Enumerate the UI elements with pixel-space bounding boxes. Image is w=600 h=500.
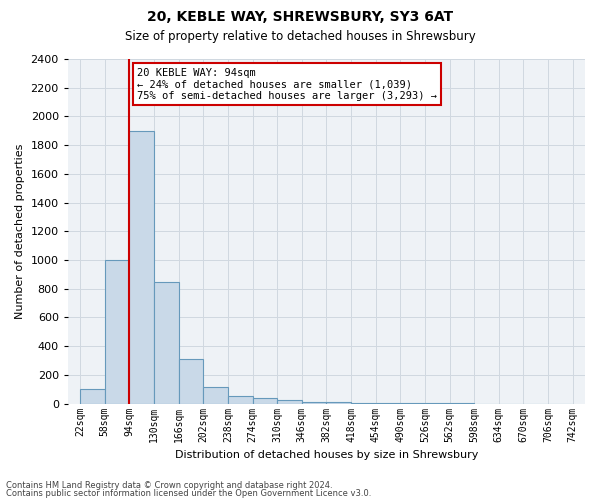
Text: Size of property relative to detached houses in Shrewsbury: Size of property relative to detached ho… (125, 30, 475, 43)
X-axis label: Distribution of detached houses by size in Shrewsbury: Distribution of detached houses by size … (175, 450, 478, 460)
Bar (277, 400, 302, 404)
Bar (203, 387, 228, 404)
Bar (179, 359, 203, 404)
Bar (228, 396, 253, 404)
Bar (105, 260, 130, 404)
Bar (154, 282, 179, 404)
Bar (326, 402, 351, 404)
Text: 20, KEBLE WAY, SHREWSBURY, SY3 6AT: 20, KEBLE WAY, SHREWSBURY, SY3 6AT (147, 10, 453, 24)
Bar (253, 398, 277, 404)
Bar (302, 402, 326, 404)
Bar (130, 131, 154, 404)
Text: 20 KEBLE WAY: 94sqm
← 24% of detached houses are smaller (1,039)
75% of semi-det: 20 KEBLE WAY: 94sqm ← 24% of detached ho… (137, 68, 437, 101)
Bar (351, 403, 376, 404)
Text: Contains HM Land Registry data © Crown copyright and database right 2024.: Contains HM Land Registry data © Crown c… (6, 480, 332, 490)
Bar (80, 390, 105, 404)
Text: Contains public sector information licensed under the Open Government Licence v3: Contains public sector information licen… (6, 489, 371, 498)
Y-axis label: Number of detached properties: Number of detached properties (15, 144, 25, 319)
